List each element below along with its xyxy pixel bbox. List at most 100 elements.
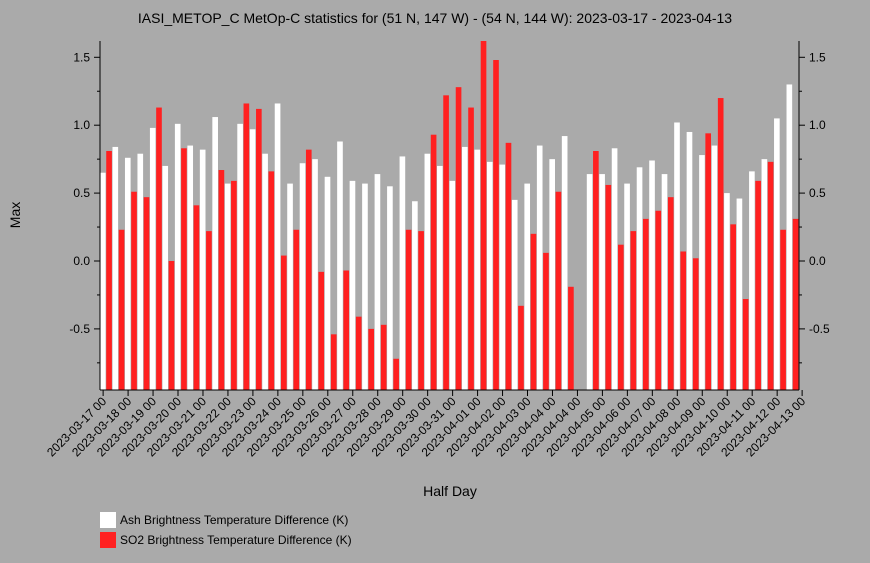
chart-title: IASI_METOP_C MetOp-C statistics for (51 … <box>138 10 732 26</box>
bar-ash <box>149 127 156 390</box>
y-tick-label-right: 0.0 <box>809 254 826 268</box>
bar-so2 <box>705 133 712 390</box>
bar-ash <box>761 159 768 390</box>
bar-ash <box>274 103 281 390</box>
bar-ash <box>100 172 106 390</box>
bar-ash <box>324 176 331 390</box>
bars-layer <box>100 41 799 391</box>
bar-ash <box>424 153 431 390</box>
bar-so2 <box>143 197 150 390</box>
bar-so2 <box>792 218 799 390</box>
bar-ash <box>774 118 780 391</box>
bar-so2 <box>393 358 399 390</box>
bar-so2 <box>368 328 375 390</box>
bar-so2 <box>443 95 449 390</box>
y-tick-label-left: 0.5 <box>73 186 90 200</box>
bar-so2 <box>405 229 412 390</box>
bar-ash <box>711 145 718 390</box>
bar-so2 <box>280 255 287 390</box>
bar-ash <box>174 123 181 390</box>
legend-label-so2: SO2 Brightness Temperature Difference (K… <box>120 533 352 547</box>
bar-ash <box>124 157 131 390</box>
bar-so2 <box>218 170 225 390</box>
bar-ash <box>474 149 481 390</box>
bar-so2 <box>330 334 337 390</box>
bar-so2 <box>168 260 175 390</box>
bar-so2 <box>468 107 474 390</box>
bar-so2 <box>430 134 437 390</box>
bar-ash <box>112 146 119 390</box>
bar-ash <box>349 180 356 390</box>
bar-so2 <box>780 229 786 390</box>
bar-ash <box>674 122 680 390</box>
bar-ash <box>337 141 343 390</box>
legend: Ash Brightness Temperature Difference (K… <box>100 512 352 548</box>
bar-ash <box>686 131 693 391</box>
bar-so2 <box>343 270 350 390</box>
bar-ash <box>624 183 630 390</box>
bar-so2 <box>767 161 774 390</box>
bar-so2 <box>118 229 125 390</box>
legend-swatch-ash <box>100 512 116 528</box>
axes-layer: -0.5 -0.50.0 0.00.5 0.51.0 1.01.5 1.52023-03-… <box>44 50 830 459</box>
bar-ash <box>786 84 793 391</box>
bar-so2 <box>717 98 724 390</box>
bar-so2 <box>593 151 599 390</box>
bar-ash <box>486 161 493 390</box>
bar-so2 <box>380 324 387 390</box>
bar-so2 <box>293 229 300 390</box>
bar-ash <box>387 186 393 390</box>
bar-ash <box>187 145 194 390</box>
bar-ash <box>524 183 531 390</box>
bar-ash <box>162 165 169 390</box>
bar-ash <box>237 123 243 390</box>
bar-so2 <box>193 205 200 390</box>
bar-so2 <box>106 151 112 390</box>
bar-so2 <box>493 60 499 390</box>
bar-ash <box>249 129 256 390</box>
bar-so2 <box>480 41 487 390</box>
y-tick-label-left: 1.0 <box>73 118 90 132</box>
bar-so2 <box>131 191 137 390</box>
bar-ash <box>299 163 306 390</box>
bar-ash <box>437 165 443 390</box>
bar-ash <box>636 167 643 390</box>
bar-ash <box>412 201 418 390</box>
bar-so2 <box>667 197 674 390</box>
y-tick-label-right: 0.5 <box>809 186 826 200</box>
legend-swatch-so2 <box>100 532 116 548</box>
bar-so2 <box>305 149 312 390</box>
bar-ash <box>199 149 206 390</box>
bar-so2 <box>530 233 537 390</box>
bar-ash <box>599 174 605 390</box>
bar-so2 <box>630 231 637 390</box>
bar-ash <box>374 174 381 390</box>
bar-so2 <box>618 244 624 390</box>
bar-ash <box>699 155 705 390</box>
bar-so2 <box>692 258 699 390</box>
y-tick-label-left: -0.5 <box>69 322 90 336</box>
bar-so2 <box>655 210 662 390</box>
bar-so2 <box>642 218 649 390</box>
bar-ash <box>312 159 318 390</box>
bar-ash <box>736 198 743 390</box>
y-tick-label-right: 1.0 <box>809 118 826 132</box>
bar-so2 <box>156 107 162 390</box>
bar-so2 <box>505 142 512 390</box>
bar-ash <box>511 199 518 390</box>
y-tick-label-left: 1.5 <box>73 50 90 64</box>
bar-so2 <box>418 231 424 390</box>
bar-ash <box>449 180 456 390</box>
bar-so2 <box>555 191 562 390</box>
legend-label-ash: Ash Brightness Temperature Difference (K… <box>120 513 348 527</box>
bar-ash <box>586 174 593 390</box>
bar-ash <box>549 159 555 390</box>
bar-ash <box>536 145 543 390</box>
bar-ash <box>224 183 231 390</box>
bar-ash <box>499 164 506 390</box>
bar-so2 <box>730 224 736 390</box>
bar-so2 <box>568 286 574 390</box>
y-tick-label-right: 1.5 <box>809 50 826 64</box>
bar-so2 <box>355 316 362 390</box>
bar-ash <box>611 148 618 390</box>
